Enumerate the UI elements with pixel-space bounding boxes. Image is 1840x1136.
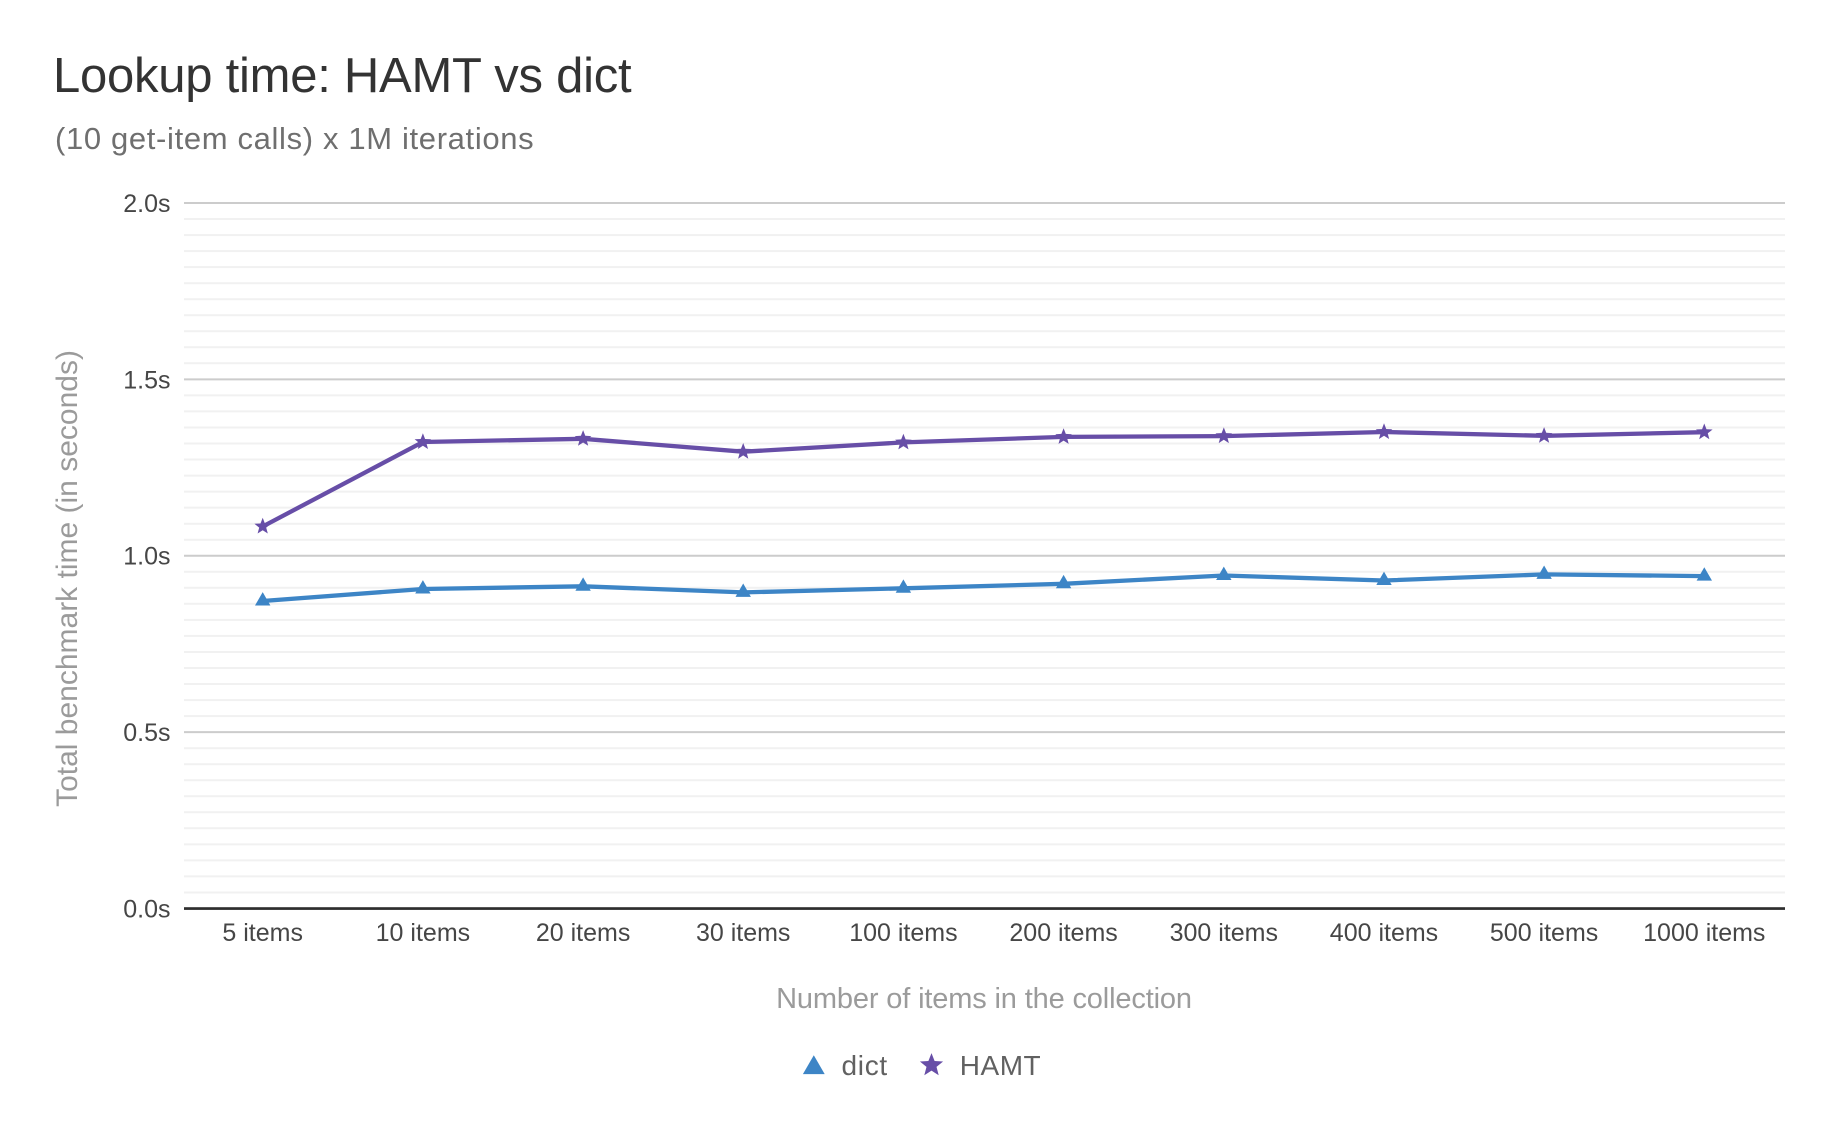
svg-text:2.0s: 2.0s (123, 190, 170, 218)
svg-text:1000 items: 1000 items (1643, 919, 1765, 947)
svg-text:HAMT: HAMT (960, 1050, 1041, 1081)
svg-text:200 items: 200 items (1009, 919, 1117, 947)
svg-text:20 items: 20 items (536, 919, 630, 947)
svg-text:Total benchmark time (in secon: Total benchmark time (in seconds) (51, 350, 84, 807)
svg-text:30 items: 30 items (696, 919, 790, 947)
svg-text:100 items: 100 items (849, 919, 957, 947)
svg-text:10 items: 10 items (376, 919, 470, 947)
svg-text:Number of items in the collect: Number of items in the collection (776, 983, 1192, 1015)
svg-text:Lookup time: HAMT vs dict: Lookup time: HAMT vs dict (53, 49, 632, 103)
svg-text:300 items: 300 items (1170, 919, 1278, 947)
svg-text:1.0s: 1.0s (123, 543, 170, 571)
svg-text:dict: dict (842, 1050, 888, 1081)
svg-text:1.5s: 1.5s (123, 366, 170, 394)
svg-text:0.0s: 0.0s (123, 896, 170, 924)
svg-text:400 items: 400 items (1330, 919, 1438, 947)
svg-text:500 items: 500 items (1490, 919, 1598, 947)
svg-text:(10 get-item calls) x 1M itera: (10 get-item calls) x 1M iterations (55, 121, 534, 156)
svg-text:5 items: 5 items (222, 919, 303, 947)
svg-text:0.5s: 0.5s (123, 719, 170, 747)
